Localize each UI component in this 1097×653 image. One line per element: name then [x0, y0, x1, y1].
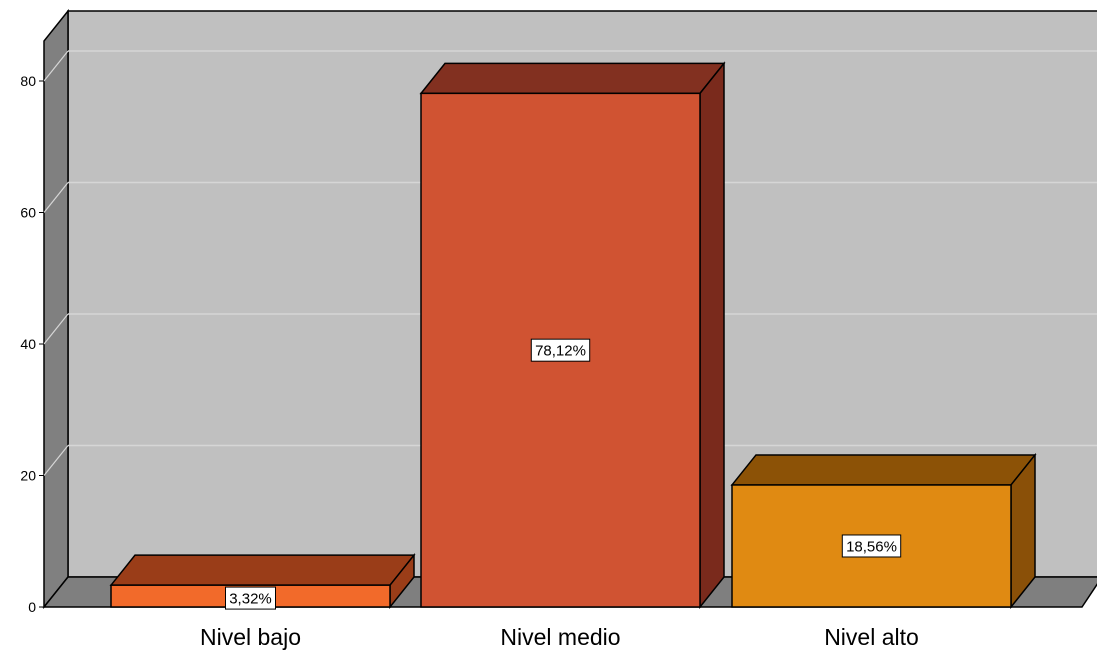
y-tick-label: 0	[28, 599, 36, 615]
gridline-side	[43, 182, 69, 213]
data-label: 78,12%	[535, 343, 586, 360]
bars: 3,32% 78,12% 18,56%	[109, 61, 1037, 610]
data-label-box	[841, 534, 902, 558]
data-label-box	[530, 338, 591, 362]
gridline-side	[43, 313, 69, 345]
bar-top	[419, 62, 726, 95]
bar-top	[109, 554, 416, 586]
y-axis: 0 20 40 60 80	[20, 73, 44, 615]
data-label-box	[225, 586, 276, 610]
data-label: 18,56%	[846, 538, 897, 555]
y-tick-label: 80	[20, 73, 36, 89]
gridline-side	[43, 50, 69, 82]
side-wall	[43, 8, 69, 610]
y-tick-label: 60	[20, 205, 36, 221]
x-tick-label: Nivel alto	[824, 624, 919, 650]
x-tick-label: Nivel medio	[500, 624, 620, 650]
x-axis: Nivel bajo Nivel medio Nivel alto	[200, 624, 919, 650]
bar-top	[730, 454, 1037, 486]
gridline-side	[43, 445, 69, 476]
y-tick-label: 40	[20, 336, 36, 352]
x-tick-label: Nivel bajo	[200, 624, 301, 650]
data-label: 3,32%	[229, 591, 272, 608]
bar-side	[699, 61, 725, 610]
y-tick-label: 20	[20, 468, 36, 484]
